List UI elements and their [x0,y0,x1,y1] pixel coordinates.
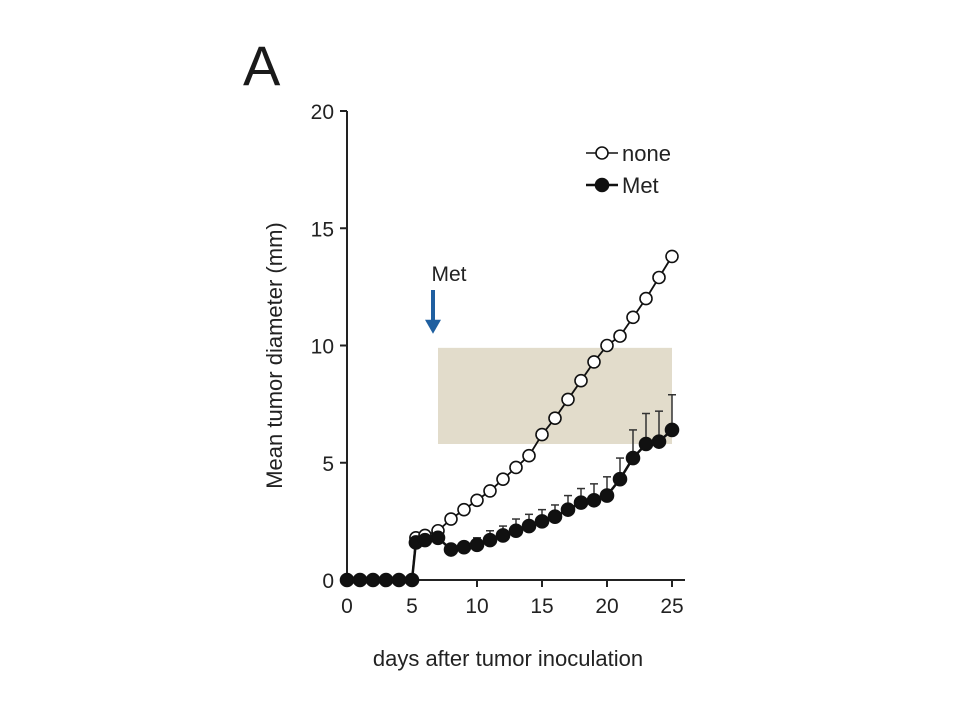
data-point-met [508,523,524,539]
data-point-none [652,270,666,285]
data-point-met [365,572,381,588]
data-point-met [625,450,641,466]
data-point-none [639,291,653,306]
data-point-met [404,572,420,588]
y-tick-label: 20 [311,101,334,124]
data-point-met [651,434,667,449]
y-axis-title: Mean tumor diameter (mm) [262,222,287,489]
legend-marker [594,177,610,193]
data-point-met [560,502,576,517]
legend-marker [595,146,609,160]
data-point-none [600,338,614,353]
data-point-none [548,411,562,425]
data-point-none [561,392,575,407]
data-point-met [443,542,459,557]
data-point-none [665,249,679,264]
x-tick-label: 15 [530,595,553,618]
data-point-met [547,509,563,524]
x-axis-title: days after tumor inoculation [373,646,643,671]
highlight-band [438,347,672,444]
legend-label: Met [622,173,659,198]
data-point-none [522,448,536,463]
data-point-met [482,532,498,548]
series-layer [339,249,680,588]
x-tick-label: 25 [660,595,683,618]
y-tick-label: 10 [311,336,334,359]
data-point-none [613,329,627,343]
data-point-met [378,572,394,588]
data-point-none [444,512,458,526]
annotation-label: Met [431,263,466,286]
data-point-none [457,502,471,517]
data-point-met [612,471,628,487]
data-point-met [586,492,602,508]
data-point-met [352,572,368,588]
data-point-none [496,472,510,486]
data-point-met [638,436,654,452]
data-point-met [521,518,537,534]
data-point-none [626,310,640,325]
data-point-met [430,530,446,546]
x-tick-label: 5 [406,595,418,618]
legend-label: none [622,141,671,166]
y-tick-label: 0 [322,570,334,593]
x-tick-label: 10 [465,595,488,618]
data-point-none [574,373,588,388]
data-point-met [599,488,615,503]
data-point-met [391,572,407,588]
x-tick-label: 0 [341,595,353,618]
annotation-layer: Met [425,263,467,334]
data-point-met [664,422,680,438]
y-tick-label: 15 [311,218,334,241]
series-line-met [347,428,673,582]
data-point-met [534,514,550,529]
data-point-met [573,495,589,510]
legend: none Met [586,141,671,198]
data-point-none [509,460,523,475]
data-point-none [470,493,484,508]
data-point-none [587,355,601,369]
annotation-arrow-head [425,319,441,334]
highlight-band-layer [438,347,672,444]
y-tick-label: 5 [322,453,334,476]
data-point-none [483,484,497,498]
data-point-met [495,528,511,543]
data-point-met [339,572,355,588]
data-point-met [456,539,472,555]
data-point-none [535,427,549,442]
panel-label: A [243,34,281,97]
x-tick-label: 20 [595,595,618,618]
data-point-met [417,532,433,548]
data-point-met [469,537,485,553]
